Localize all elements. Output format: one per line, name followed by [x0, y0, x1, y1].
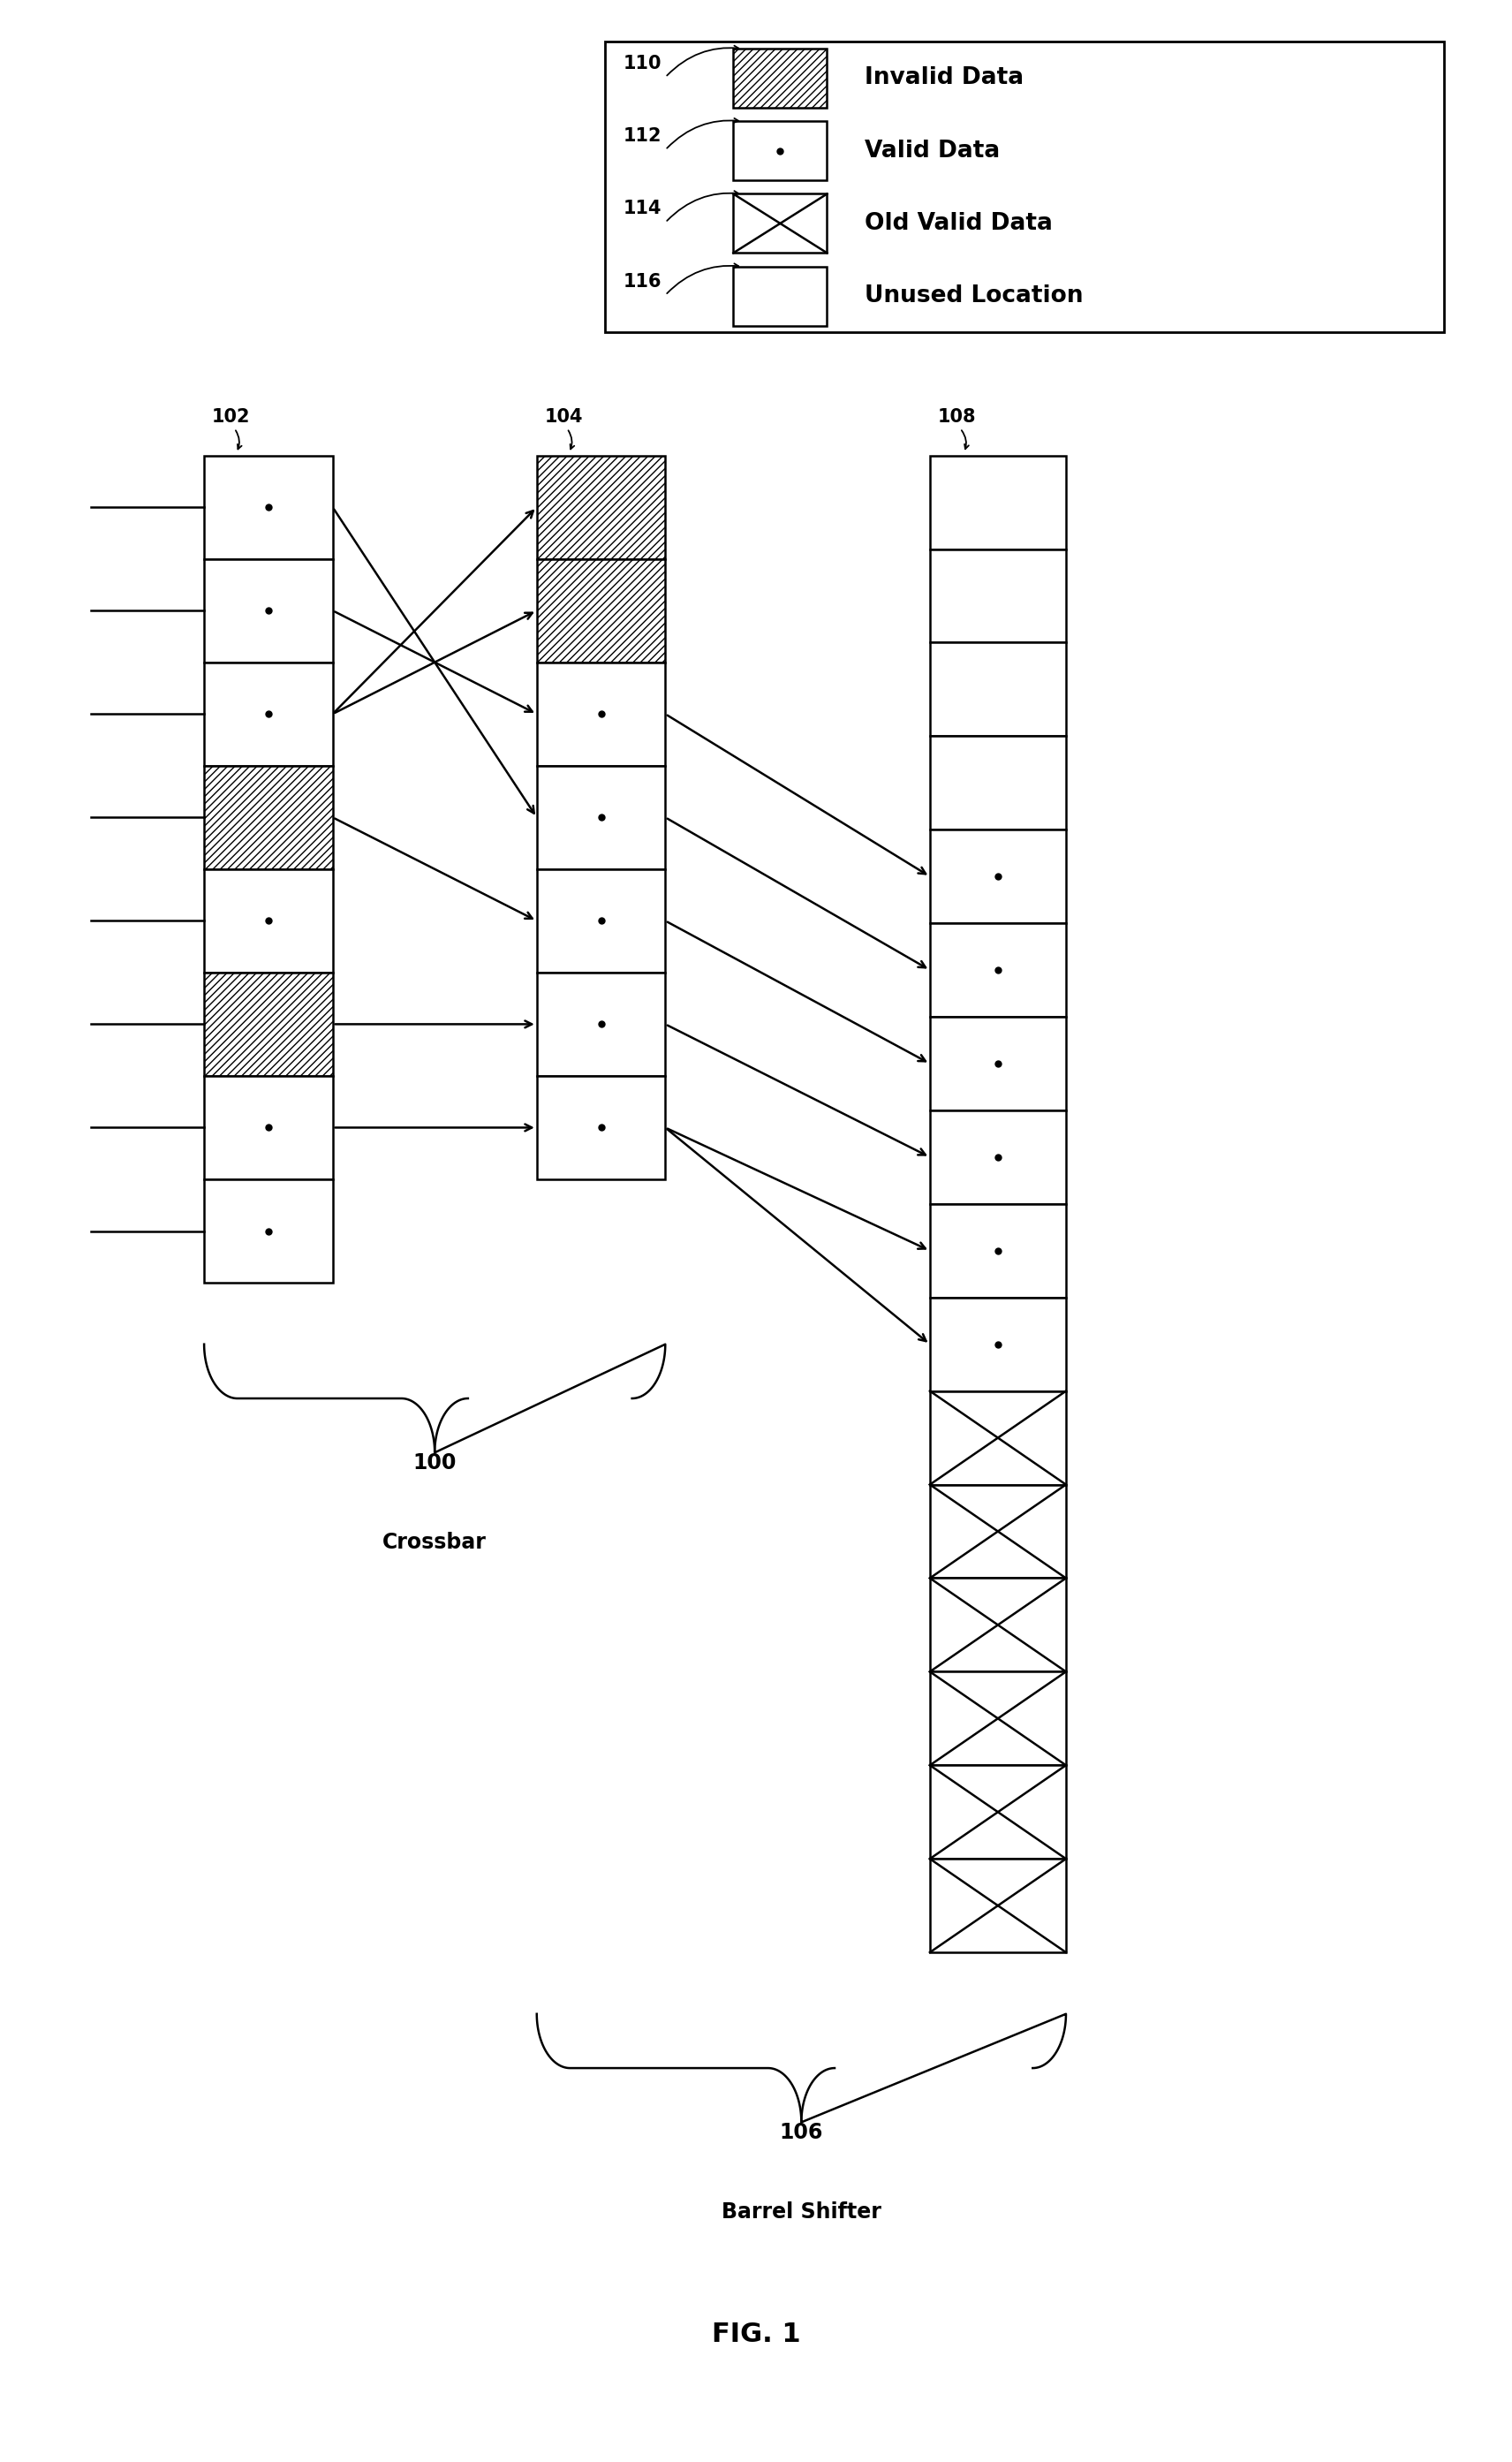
Bar	[537, 1076, 665, 1179]
Text: 106: 106	[780, 2122, 823, 2144]
Bar	[537, 869, 665, 972]
Bar	[204, 766, 333, 869]
Bar	[930, 923, 1066, 1017]
Bar	[930, 736, 1066, 830]
Bar	[733, 266, 827, 325]
Text: 108: 108	[937, 409, 975, 426]
Bar	[930, 1297, 1066, 1391]
Bar	[733, 49, 827, 108]
Bar	[204, 455, 333, 559]
Bar	[537, 455, 665, 559]
Bar	[930, 1859, 1066, 1952]
Text: 116: 116	[623, 273, 661, 291]
Bar	[204, 1076, 333, 1179]
Bar	[537, 559, 665, 662]
Bar	[733, 121, 827, 180]
Bar	[930, 1110, 1066, 1204]
Bar	[537, 559, 665, 662]
Bar	[537, 972, 665, 1076]
Bar	[930, 1578, 1066, 1672]
Bar	[930, 1391, 1066, 1485]
Bar	[930, 830, 1066, 923]
Bar	[605, 42, 1444, 332]
Text: 102: 102	[212, 409, 249, 426]
Bar	[537, 766, 665, 869]
Bar	[537, 455, 665, 559]
Text: 114: 114	[623, 199, 661, 217]
Bar	[930, 1672, 1066, 1765]
Bar	[204, 766, 333, 869]
Text: Valid Data: Valid Data	[865, 140, 1001, 162]
Text: Barrel Shifter: Barrel Shifter	[721, 2201, 881, 2223]
Text: 110: 110	[623, 54, 661, 71]
Bar	[204, 662, 333, 766]
Bar	[204, 869, 333, 972]
Text: Unused Location: Unused Location	[865, 286, 1084, 308]
Bar	[537, 662, 665, 766]
Bar	[930, 1017, 1066, 1110]
Bar	[204, 972, 333, 1076]
Bar	[204, 1179, 333, 1283]
Bar	[204, 559, 333, 662]
Bar	[930, 1485, 1066, 1578]
Text: 112: 112	[623, 128, 661, 145]
Text: Old Valid Data: Old Valid Data	[865, 212, 1052, 234]
Bar	[733, 49, 827, 108]
Bar	[930, 1765, 1066, 1859]
Text: 100: 100	[413, 1453, 457, 1475]
Bar	[930, 1204, 1066, 1297]
Text: Invalid Data: Invalid Data	[865, 66, 1024, 89]
Bar	[930, 549, 1066, 643]
Bar	[930, 643, 1066, 736]
Text: Crossbar: Crossbar	[383, 1531, 487, 1554]
Bar	[733, 194, 827, 254]
Text: FIG. 1: FIG. 1	[712, 2322, 800, 2346]
Text: 104: 104	[544, 409, 582, 426]
Bar	[204, 972, 333, 1076]
Bar	[930, 455, 1066, 549]
